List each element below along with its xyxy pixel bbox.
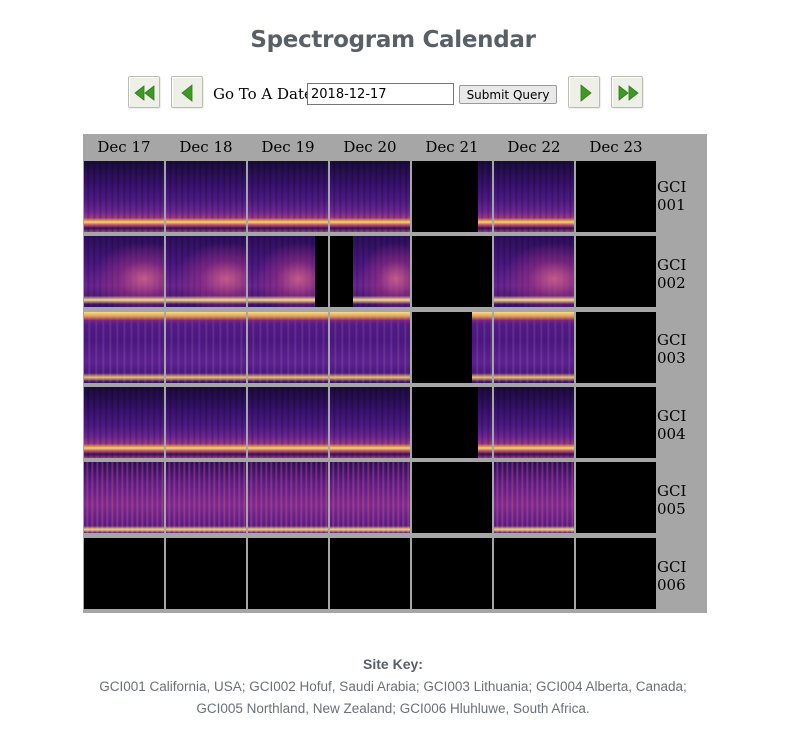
spectrogram-cell [576,387,656,458]
day-header: Dec 18 [179,138,233,156]
last-page-button[interactable] [611,76,643,108]
page-title: Spectrogram Calendar [250,27,536,53]
spectrogram-cell[interactable] [330,236,410,307]
spectrogram-cell[interactable] [330,387,410,458]
spectrogram-cell[interactable] [330,312,410,383]
day-header-row: Dec 17 Dec 18 Dec 19 Dec 20 Dec 21 Dec 2… [83,134,657,160]
spectrogram-cell[interactable] [248,161,328,232]
date-input[interactable] [307,83,454,105]
double-right-arrow-icon [618,85,639,101]
spectrogram-cell[interactable] [494,236,574,307]
spectrogram-cell [576,312,656,383]
spectrogram-calendar-grid: Dec 17 Dec 18 Dec 19 Dec 20 Dec 21 Dec 2… [83,134,707,613]
spectrogram-cell [576,161,656,232]
previous-page-button[interactable] [171,76,203,108]
spectrogram-cell[interactable] [248,312,328,383]
spectrogram-cell[interactable] [248,387,328,458]
spectrogram-cell[interactable] [166,161,246,232]
spectrogram-cell[interactable] [84,161,164,232]
site-key-text: GCI001 California, USA; GCI002 Hofuf, Sa… [99,679,687,694]
day-header: Dec 19 [261,138,315,156]
spectrogram-cell [412,236,492,307]
spectrogram-cell [576,538,656,609]
site-label: GCI 006 [657,558,687,594]
spectrogram-cell [166,538,246,609]
spectrogram-cell[interactable] [84,312,164,383]
spectrogram-cell[interactable] [166,236,246,307]
day-header: Dec 17 [97,138,151,156]
site-label: GCI 001 [657,178,687,214]
site-label: GCI 002 [657,256,687,292]
spectrogram-cell [412,538,492,609]
spectrogram-cell [576,236,656,307]
day-header: Dec 20 [343,138,397,156]
site-key-text: GCI005 Northland, New Zealand; GCI006 Hl… [196,701,590,716]
first-page-button[interactable] [128,76,160,108]
spectrogram-cell [412,462,492,533]
spectrogram-cell [248,538,328,609]
spectrogram-cell[interactable] [412,312,492,383]
left-arrow-icon [181,84,193,102]
site-label: GCI 003 [657,331,687,367]
spectrogram-cell[interactable] [330,462,410,533]
day-header: Dec 23 [589,138,643,156]
spectrogram-cell[interactable] [494,462,574,533]
spectrogram-cell[interactable] [248,236,328,307]
day-header: Dec 22 [507,138,561,156]
spectrogram-cell [84,538,164,609]
spectrogram-cell[interactable] [412,387,492,458]
spectrogram-cell [576,462,656,533]
spectrogram-cell[interactable] [412,161,492,232]
spectrogram-cell[interactable] [166,312,246,383]
spectrogram-cell[interactable] [494,161,574,232]
spectrogram-cell[interactable] [330,161,410,232]
spectrogram-cell[interactable] [166,387,246,458]
date-label: Go To A Date [213,85,313,103]
spectrogram-cell[interactable] [84,387,164,458]
spectrogram-cell[interactable] [494,387,574,458]
right-arrow-icon [580,84,592,102]
day-header: Dec 21 [425,138,479,156]
spectrogram-cell[interactable] [494,312,574,383]
site-label: GCI 005 [657,482,687,518]
submit-query-button[interactable]: Submit Query [459,85,557,104]
site-label: GCI 004 [657,407,687,443]
spectrogram-cell[interactable] [84,236,164,307]
double-left-arrow-icon [134,85,155,101]
spectrogram-cell[interactable] [84,462,164,533]
spectrogram-cell [494,538,574,609]
spectrogram-cell [330,538,410,609]
next-page-button[interactable] [568,76,600,108]
spectrogram-cell[interactable] [248,462,328,533]
site-key-title: Site Key: [363,656,423,672]
spectrogram-cell[interactable] [166,462,246,533]
